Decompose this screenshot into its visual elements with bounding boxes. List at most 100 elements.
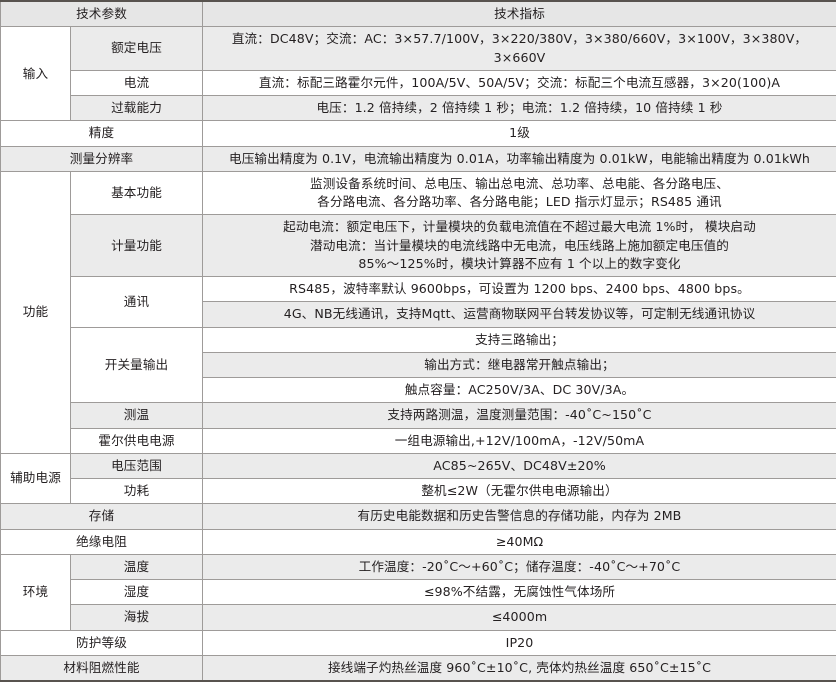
value-line: RS485，波特率默认 9600bps，可设置为 1200 bps、2400 b… — [289, 281, 750, 296]
value-text: IP20 — [209, 634, 830, 652]
value-line: 一组电源输出,+12V/100mA，-12V/50mA — [394, 432, 645, 448]
value-text: 直流：DC48V；交流：AC：3×57.7/100V，3×220/380V，3×… — [209, 30, 830, 67]
value-text: 一组电源输出,+12V/100mA，-12V/50mA — [209, 432, 830, 450]
value-4-7: 触点容量：AC250V/3A、DC 30V/3A。 — [202, 376, 836, 404]
value-line: ≤98%不结露，无腐蚀性气体场所 — [423, 584, 616, 599]
table-row: 测温 支持两路测温，温度测量范围：-40˚C~150˚C — [1, 402, 836, 429]
value-text: ≥40MΩ — [209, 533, 830, 551]
value-5-1: AC85~265V、DC48V±20% — [202, 452, 836, 480]
table-row: 测量分辨率 电压输出精度为 0.1V，电流输出精度为 0.01A，功率输出精度为 … — [0, 145, 836, 172]
value-text: RS485，波特率默认 9600bps，可设置为 1200 bps、2400 b… — [209, 280, 830, 298]
value-2-1: 1级 — [202, 120, 836, 147]
header-parameter-column: 技术参数 — [0, 0, 203, 28]
sub-label-4-1: 基本功能 — [70, 170, 203, 216]
value-4-9: 一组电源输出,+12V/100mA，-12V/50mA — [202, 427, 836, 454]
value-text: 1级 — [209, 124, 830, 142]
value-8-2: ≤98%不结露，无腐蚀性气体场所 — [202, 578, 836, 606]
group-label-3: 测量分辨率 — [0, 145, 203, 172]
value-text: 电压：1.2 倍持续，2 倍持续 1 秒；电流：1.2 倍持续，10 倍持续 1… — [209, 99, 830, 117]
value-text: 4G、NB无线通讯，支持Mqtt、运营商物联网平台转发协议等，可定制无线通讯协议 — [209, 305, 830, 323]
value-text: 监测设备系统时间、总电压、输出总电流、总功率、总电能、各分路电压、 各分路电流、各… — [209, 175, 830, 212]
value-line: 直流：标配三路霍尔元件，100A/5V、50A/5V；交流：标配三个电流互感器，… — [258, 74, 781, 90]
sub-label-5-2: 功耗 — [70, 477, 203, 505]
value-text: 电压输出精度为 0.1V，电流输出精度为 0.01A，功率输出精度为 0.01k… — [209, 150, 830, 168]
table-row: 通讯 RS485，波特率默认 9600bps，可设置为 1200 bps、2400… — [1, 275, 836, 328]
table-row: 环境 温度 工作温度：-20˚C～+60˚C；储存温度：-40˚C～+70˚C — [0, 553, 836, 631]
group-label-8: 环境 — [0, 553, 71, 631]
table-row: 过载能力 电压：1.2 倍持续，2 倍持续 1 秒；电流：1.2 倍持续，10 倍… — [1, 94, 836, 122]
value-text: 工作温度：-20˚C～+60˚C；储存温度：-40˚C～+70˚C — [209, 558, 830, 576]
value-4-1: 监测设备系统时间、总电压、输出总电流、总功率、总电能、各分路电压、 各分路电流、各… — [202, 170, 836, 216]
table-row: 霍尔供电电源 一组电源输出,+12V/100mA，-12V/50mA — [1, 427, 836, 454]
value-7-1: ≥40MΩ — [202, 528, 836, 555]
value-line: 各分路电流、各分路功率、各分路电能；LED 指示灯显示；RS485 通讯 — [317, 194, 722, 209]
sub-label-4-5: 开关量输出 — [70, 326, 203, 404]
value-line: 输出方式：继电器常开触点输出； — [424, 356, 615, 372]
table-row: 计量功能 起动电流：额定电压下，计量模块的负载电流值在不超过最大电流 1%时， 模… — [1, 214, 836, 277]
value-line: 潜动电流：当计量模块的电流线路中无电流，电压线路上施加额定电压值的 — [310, 237, 729, 253]
group-label-4: 功能 — [0, 170, 71, 454]
value-text: 直流：标配三路霍尔元件，100A/5V、50A/5V；交流：标配三个电流互感器，… — [209, 74, 830, 92]
group-label-5: 辅助电源 — [0, 452, 71, 505]
value-line: AC85~265V、DC48V±20% — [433, 457, 606, 473]
group-label-9: 防护等级 — [0, 629, 203, 656]
group-label-7: 绝缘电阻 — [0, 528, 203, 555]
table-row: 防护等级 IP20 — [0, 629, 836, 656]
value-text: AC85~265V、DC48V±20% — [209, 457, 830, 475]
table-row: 湿度 ≤98%不结露，无腐蚀性气体场所 — [1, 578, 836, 606]
sub-label-1-1: 额定电压 — [70, 26, 203, 71]
sub-label-1-2: 电流 — [70, 69, 203, 97]
value-4-2: 起动电流：额定电压下，计量模块的负载电流值在不超过最大电流 1%时， 模块启动潜… — [202, 214, 836, 277]
value-3-1: 电压输出精度为 0.1V，电流输出精度为 0.01A，功率输出精度为 0.01k… — [202, 145, 836, 172]
value-text: ≤4000m — [209, 608, 830, 626]
value-line: 起动电流：额定电压下，计量模块的负载电流值在不超过最大电流 1%时， 模块启动 — [283, 219, 756, 235]
value-text: 有历史电能数据和历史告警信息的存储功能，内存为 2MB — [209, 507, 830, 525]
sub-label-1-3: 过载能力 — [70, 94, 203, 122]
value-6-1: 有历史电能数据和历史告警信息的存储功能，内存为 2MB — [202, 503, 836, 530]
value-line: 触点容量：AC250V/3A、DC 30V/3A。 — [404, 382, 635, 397]
value-line: 电压：1.2 倍持续，2 倍持续 1 秒；电流：1.2 倍持续，10 倍持续 1… — [316, 100, 723, 115]
sub-label-8-1: 温度 — [70, 553, 203, 581]
value-1-1: 直流：DC48V；交流：AC：3×57.7/100V，3×220/380V，3×… — [202, 26, 836, 71]
table-row: 辅助电源 电压范围 AC85~265V、DC48V±20% — [0, 452, 836, 505]
sub-label-4-2: 计量功能 — [70, 214, 203, 277]
value-line: 直流：DC48V；交流：AC：3×57.7/100V，3×220/380V，3×… — [231, 31, 808, 65]
value-line: 支持两路测温，温度测量范围：-40˚C~150˚C — [387, 407, 652, 423]
value-text: 起动电流：额定电压下，计量模块的负载电流值在不超过最大电流 1%时， 模块启动潜… — [209, 218, 830, 273]
value-line: IP20 — [505, 634, 534, 650]
sub-label-8-3: 海拔 — [70, 604, 203, 631]
value-line: 电压输出精度为 0.1V，电流输出精度为 0.01A，功率输出精度为 0.01k… — [229, 150, 810, 166]
value-text: 整机≤2W（无霍尔供电电源输出） — [209, 482, 830, 500]
value-4-4: 4G、NB无线通讯，支持Mqtt、运营商物联网平台转发协议等，可定制无线通讯协议 — [202, 301, 836, 328]
sub-label-8-2: 湿度 — [70, 578, 203, 606]
table-row: 绝缘电阻 ≥40MΩ — [0, 528, 836, 555]
table-row: 输入 额定电压 直流：DC48V；交流：AC：3×57.7/100V，3×220/3… — [0, 26, 836, 122]
value-4-8: 支持两路测温，温度测量范围：-40˚C~150˚C — [202, 402, 836, 429]
value-text: ≤98%不结露，无腐蚀性气体场所 — [209, 583, 830, 601]
value-line: ≥40MΩ — [495, 533, 544, 549]
value-line: 有历史电能数据和历史告警信息的存储功能，内存为 2MB — [357, 508, 682, 524]
value-line: ≤4000m — [491, 609, 548, 625]
table-row: 精度 1级 — [0, 120, 836, 147]
value-text: 支持三路输出； — [209, 331, 830, 349]
sub-label-4-3: 通讯 — [70, 276, 203, 328]
value-text: 支持两路测温，温度测量范围：-40˚C~150˚C — [209, 406, 830, 424]
table-row: 4G、NB无线通讯，支持Mqtt、运营商物联网平台转发协议等，可定制无线通讯协议 — [1, 301, 836, 328]
table-row: 存储 有历史电能数据和历史告警信息的存储功能，内存为 2MB — [0, 503, 836, 530]
value-line: 工作温度：-20˚C～+60˚C；储存温度：-40˚C～+70˚C — [358, 558, 681, 574]
table-row: 开关量输出 支持三路输出； — [1, 326, 836, 404]
table-header-row: 技术参数 技术指标 — [0, 0, 836, 28]
value-1-3: 电压：1.2 倍持续，2 倍持续 1 秒；电流：1.2 倍持续，10 倍持续 1… — [202, 94, 836, 122]
group-label-1: 输入 — [0, 26, 71, 122]
table-row: 材料阻燃性能 接线端子灼热丝温度 960˚C±10˚C, 壳体灼热丝温度 650˚… — [0, 654, 836, 682]
value-4-3: RS485，波特率默认 9600bps，可设置为 1200 bps、2400 b… — [202, 275, 836, 303]
value-text: 接线端子灼热丝温度 960˚C±10˚C, 壳体灼热丝温度 650˚C±15˚C — [209, 659, 830, 677]
value-text: 输出方式：继电器常开触点输出； — [209, 356, 830, 374]
value-10-1: 接线端子灼热丝温度 960˚C±10˚C, 壳体灼热丝温度 650˚C±15˚C — [202, 654, 836, 682]
sub-label-5-1: 电压范围 — [70, 452, 203, 480]
value-4-5: 支持三路输出； — [202, 326, 836, 353]
value-text: 触点容量：AC250V/3A、DC 30V/3A。 — [209, 381, 830, 399]
value-4-6: 输出方式：继电器常开触点输出； — [202, 351, 836, 379]
